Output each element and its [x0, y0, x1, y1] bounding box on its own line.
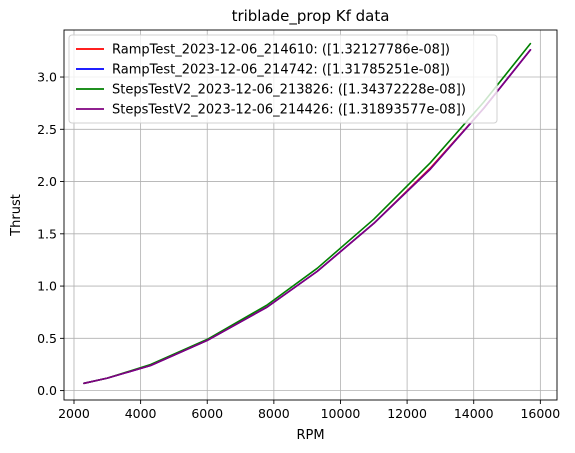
x-tick-label: 10000	[321, 406, 361, 421]
y-tick-label: 1.0	[37, 279, 57, 294]
x-tick-label: 14000	[454, 406, 494, 421]
series-line-3	[83, 49, 532, 385]
series-lines	[83, 42, 532, 385]
x-tick-label: 16000	[520, 406, 560, 421]
chart-title: triblade_prop Kf data	[232, 7, 390, 26]
legend-entry: StepsTestV2_2023-12-06_214426: ([1.31893…	[112, 103, 466, 118]
y-tick-label: 1.5	[37, 226, 57, 241]
plot-frame	[63, 29, 558, 401]
x-tick-label: 2000	[58, 406, 90, 421]
x-axis-label: RPM	[296, 428, 324, 443]
legend: RampTest_2023-12-06_214610: ([1.32127786…	[68, 34, 498, 124]
y-tick-label: 2.5	[37, 122, 57, 137]
x-tick-label: 4000	[125, 406, 157, 421]
x-tick-label: 6000	[191, 406, 223, 421]
legend-entry: RampTest_2023-12-06_214610: ([1.32127786…	[112, 43, 450, 58]
y-axis-label: Thrust	[9, 194, 24, 237]
ticks: 2000 4000 6000 8000 10000 12000 14000 16000 0.0 0…	[37, 70, 560, 421]
legend-box	[68, 34, 498, 124]
y-tick-label: 3.0	[37, 70, 57, 85]
y-tick-label: 0.5	[37, 331, 57, 346]
y-tick-label: 0.0	[37, 383, 57, 398]
x-tick-label: 8000	[258, 406, 290, 421]
legend-entry: StepsTestV2_2023-12-06_213826: ([1.34372…	[112, 83, 466, 98]
legend-entry: RampTest_2023-12-06_214742: ([1.31785251…	[112, 63, 450, 78]
y-tick-label: 2.0	[37, 174, 57, 189]
x-tick-label: 12000	[387, 406, 427, 421]
